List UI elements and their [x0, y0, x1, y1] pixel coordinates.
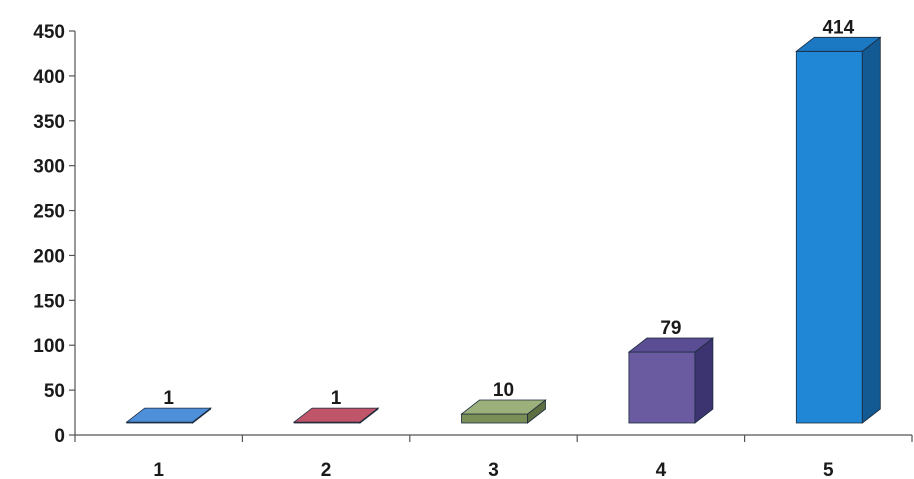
- x-tick-label: 2: [321, 460, 332, 479]
- bar: [795, 36, 882, 424]
- y-tick-label: 100: [33, 336, 65, 357]
- y-tick-label: 350: [33, 112, 65, 133]
- x-tick-label: 4: [656, 460, 667, 479]
- y-tick-label: 200: [33, 246, 65, 267]
- bar-top: [627, 337, 715, 353]
- bar-data-label: 10: [493, 380, 514, 401]
- bar: [292, 407, 380, 424]
- y-tick-label: 450: [33, 22, 65, 43]
- y-tick-label: 150: [33, 291, 65, 312]
- bar: [125, 407, 212, 424]
- chart-labels: 1 1 10 79 414: [163, 17, 854, 409]
- x-tick-label: 5: [823, 460, 834, 479]
- bar-data-label: 414: [822, 17, 854, 38]
- bar-top: [292, 407, 380, 423]
- bar-front: [795, 50, 863, 424]
- bar: [627, 337, 715, 424]
- bar-data-label: 1: [163, 388, 174, 409]
- bar-data-label: 79: [660, 318, 681, 339]
- y-tick-label: 0: [54, 426, 65, 447]
- x-tick-label: 3: [488, 460, 499, 479]
- y-tick-label: 400: [33, 67, 65, 88]
- chart-axes: 0 50 100 150 200 250 300 350 400 450 1 2 3 4 5: [33, 22, 913, 479]
- bar-data-label: 1: [331, 388, 342, 409]
- bar-top: [460, 399, 547, 415]
- x-tick-label: 1: [153, 460, 164, 479]
- bar-front: [628, 351, 696, 424]
- bar-top: [125, 407, 212, 423]
- y-tick-label: 50: [44, 381, 65, 402]
- chart-bars: [125, 36, 882, 424]
- y-tick-label: 250: [33, 202, 65, 223]
- bar: [460, 399, 547, 424]
- bar-side: [861, 36, 881, 424]
- bar-front: [461, 413, 528, 424]
- bar-top: [795, 36, 882, 52]
- y-tick-label: 300: [33, 157, 65, 178]
- bar-side: [694, 337, 714, 424]
